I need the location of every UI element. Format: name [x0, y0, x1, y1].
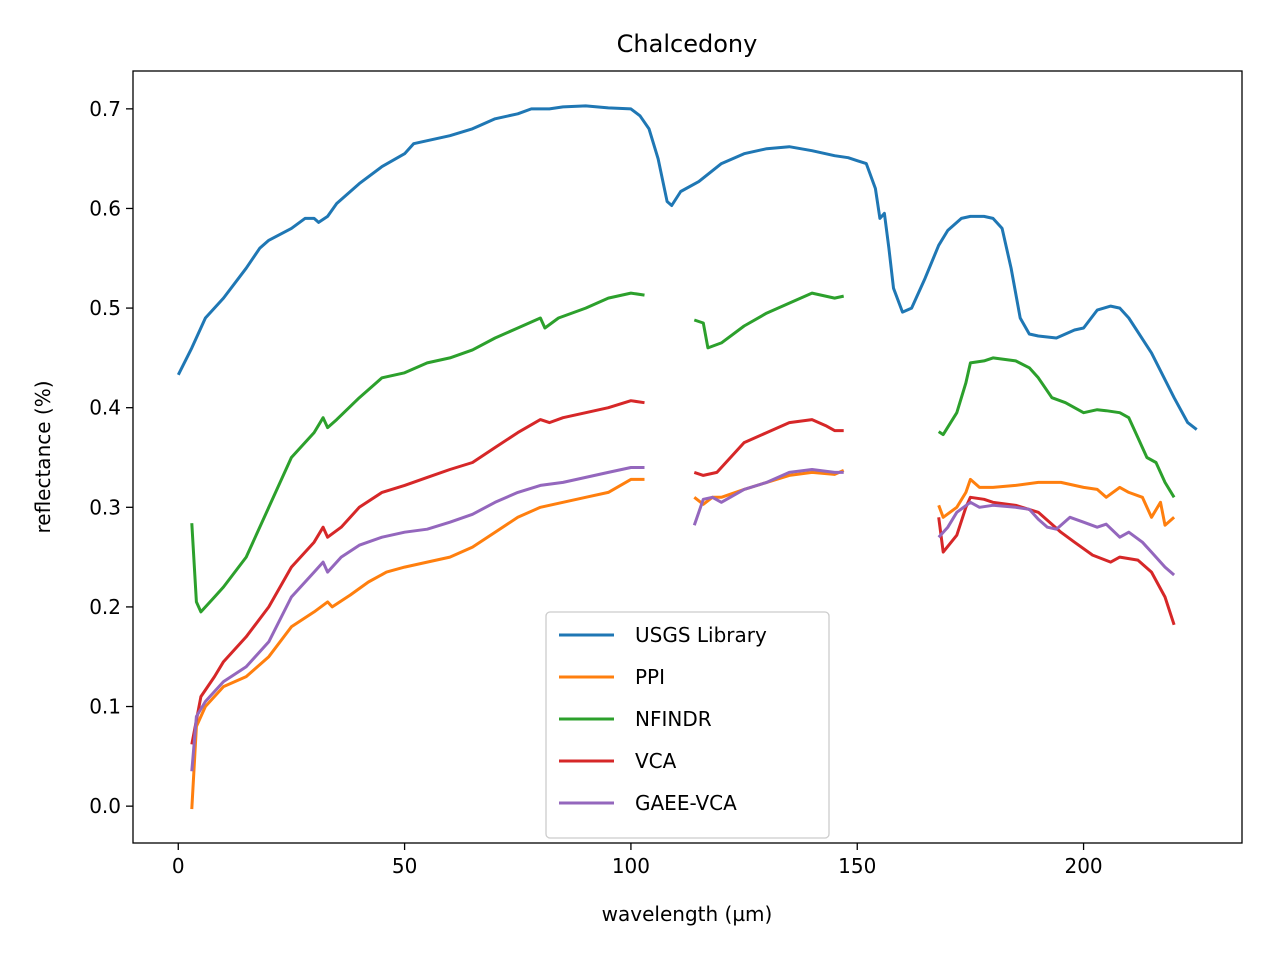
legend-item: GAEE-VCA — [559, 791, 737, 815]
y-tick-label: 0.0 — [89, 794, 121, 818]
x-tick-label: 200 — [1064, 854, 1102, 878]
plot-frame — [132, 70, 1243, 844]
series-line — [937, 495, 1176, 626]
series-line — [176, 104, 1198, 431]
series-layer — [176, 104, 1198, 810]
legend-item: USGS Library — [559, 623, 767, 647]
series-gaee-vca — [190, 466, 1176, 772]
legend-label: PPI — [635, 665, 665, 689]
series-line — [693, 418, 844, 477]
series-line — [937, 356, 1176, 499]
x-tick-label: 0 — [172, 854, 185, 878]
y-axis-label: reflectance (%) — [31, 380, 55, 533]
legend-label: VCA — [635, 749, 677, 773]
y-tick-label: 0.4 — [89, 396, 121, 420]
y-tick-label: 0.7 — [89, 97, 121, 121]
series-line — [937, 500, 1176, 577]
y-tick-label: 0.6 — [89, 196, 121, 220]
series-line — [190, 466, 645, 772]
series-line — [693, 291, 845, 350]
legend-box — [545, 611, 830, 839]
series-line — [190, 477, 645, 810]
series-vca — [190, 399, 1176, 745]
y-axis: 0.0 0.1 0.2 0.3 0.4 0.5 0.6 0.7 — [89, 97, 133, 818]
legend-label: NFINDR — [635, 707, 712, 731]
series-line — [190, 399, 645, 745]
series-nfindr — [190, 291, 1176, 614]
x-tick-label: 150 — [838, 854, 876, 878]
y-tick-label: 0.2 — [89, 595, 121, 619]
series-line — [937, 477, 1176, 527]
plot-area — [132, 70, 1243, 844]
x-axis: 0 50 100 150 200 — [172, 843, 1103, 878]
legend-label: USGS Library — [635, 623, 767, 647]
series-usgs-library — [176, 104, 1198, 431]
y-tick-label: 0.5 — [89, 296, 121, 320]
x-axis-label: wavelength (µm) — [602, 902, 773, 926]
legend-label: GAEE-VCA — [635, 791, 737, 815]
legend-item: VCA — [559, 749, 677, 773]
x-tick-label: 50 — [392, 854, 417, 878]
series-line — [692, 468, 844, 526]
x-tick-label: 100 — [612, 854, 650, 878]
y-tick-label: 0.3 — [89, 495, 121, 519]
chart-title: Chalcedony — [617, 30, 758, 58]
legend-item: PPI — [559, 665, 665, 689]
legend: USGS Library PPI NFINDR VCA GAEE-VCA — [545, 611, 830, 839]
series-line — [190, 291, 645, 614]
y-tick-label: 0.1 — [89, 695, 121, 719]
legend-item: NFINDR — [559, 707, 712, 731]
